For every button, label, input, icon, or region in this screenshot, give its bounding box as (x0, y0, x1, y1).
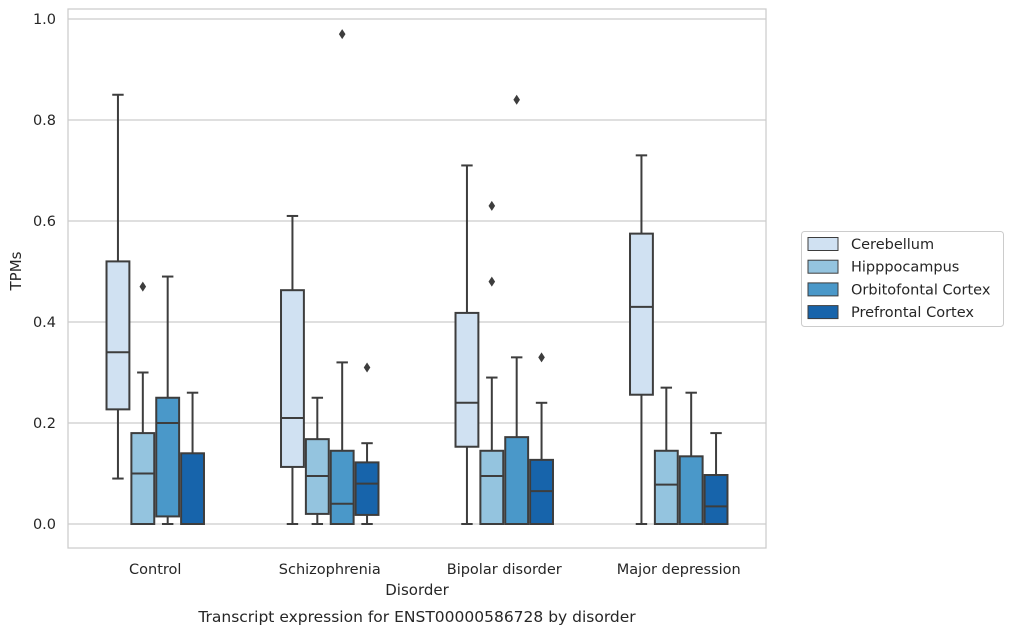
legend-frame (801, 231, 1004, 327)
x-tick-label: Schizophrenia (279, 562, 381, 578)
outlier-point (488, 276, 496, 287)
outlier-point (513, 94, 520, 105)
outlier-point (338, 29, 346, 40)
box-cerebellum (629, 154, 654, 525)
box-prefrontal-cortex (180, 391, 205, 525)
box-prefrontal-cortex (703, 432, 729, 526)
x-tick-label: Major depression (617, 562, 741, 578)
box-prefrontal-cortex (529, 352, 554, 525)
iqr-box (678, 455, 704, 525)
y-axis-label: TPMs (7, 251, 25, 291)
y-tick-label: 0.6 (33, 214, 56, 230)
box-hipppocampus (479, 200, 505, 525)
box-hipppocampus (653, 386, 679, 525)
iqr-box (280, 289, 305, 468)
x-axis-label: Disorder (385, 581, 449, 599)
iqr-box (329, 449, 355, 525)
outlier-point (139, 281, 147, 292)
box-cerebellum (454, 164, 480, 525)
y-tick-label: 0.8 (33, 113, 56, 129)
legend-label: Orbitofontal Cortex (851, 282, 991, 298)
iqr-box (629, 232, 654, 396)
box-hipppocampus (130, 281, 156, 526)
box-series (105, 29, 729, 526)
legend-label: Prefrontal Cortex (851, 305, 974, 321)
iqr-box (180, 452, 205, 525)
box-prefrontal-cortex (354, 362, 380, 525)
legend-swatch (807, 305, 839, 320)
outlier-point (538, 352, 545, 363)
legend: Cerebellum Hipppocampus Orbitofontal Corte… (801, 231, 1004, 327)
y-tick-label: 0.0 (33, 517, 56, 533)
box-cerebellum (105, 93, 131, 480)
x-axis-ticks: Control Schizophrenia Bipolar disorder Majo… (129, 562, 741, 578)
outlier-point (488, 200, 496, 211)
x-tick-label: Control (129, 562, 181, 578)
iqr-box (105, 260, 131, 411)
plot-area-frame (67, 8, 767, 549)
x-tick-label: Bipolar disorder (447, 562, 562, 578)
iqr-box (354, 461, 380, 516)
box-orbitofontal-cortex (329, 29, 355, 525)
box-hipppocampus (304, 396, 330, 525)
iqr-box (130, 432, 156, 526)
box-orbitofontal-cortex (504, 94, 530, 526)
box-orbitofontal-cortex (155, 275, 181, 525)
legend-swatch (807, 259, 839, 274)
iqr-box (479, 449, 505, 525)
y-tick-label: 0.2 (33, 416, 56, 432)
iqr-box (155, 396, 181, 518)
legend-label: Hipppocampus (851, 260, 959, 276)
iqr-box (454, 311, 480, 448)
iqr-box (703, 474, 729, 526)
box-cerebellum (280, 214, 305, 525)
y-tick-label: 0.4 (33, 315, 56, 331)
box-orbitofontal-cortex (678, 391, 704, 525)
gridlines (68, 18, 766, 525)
iqr-box (504, 436, 530, 526)
legend-label: Cerebellum (851, 237, 934, 253)
legend-swatch (807, 237, 839, 251)
iqr-box (653, 449, 679, 525)
chart-title: Transcript expression for ENST0000058672… (197, 608, 636, 626)
y-tick-label: 1.0 (33, 12, 56, 28)
legend-swatch (807, 282, 839, 297)
y-axis-ticks: 0.0 0.2 0.4 0.6 0.8 1.0 (33, 12, 56, 533)
outlier-point (363, 362, 371, 373)
